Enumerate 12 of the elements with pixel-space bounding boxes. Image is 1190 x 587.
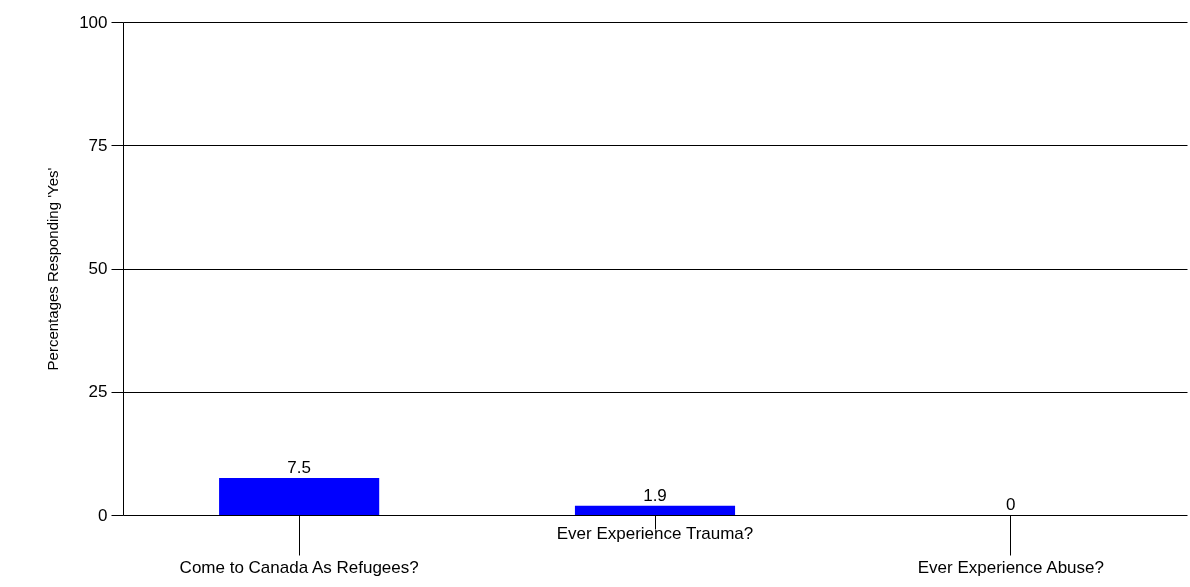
y-tick-label: 75 [88, 135, 108, 155]
y-tick-label: 0 [98, 505, 108, 525]
x-tick-label: Ever Experience Abuse? [917, 557, 1104, 577]
y-axis-title: Percentages Responding 'Yes' [44, 167, 62, 371]
y-tick-label: 100 [79, 12, 108, 32]
x-tick-label: Ever Experience Trauma? [556, 523, 754, 543]
x-tick-label: Come to Canada As Refugees? [179, 557, 419, 577]
data-label: 0 [1006, 495, 1016, 514]
y-tick-label: 25 [88, 382, 108, 402]
data-label: 7.5 [287, 458, 311, 478]
data-label: 1.9 [643, 485, 667, 505]
y-tick-label: 50 [88, 259, 108, 278]
